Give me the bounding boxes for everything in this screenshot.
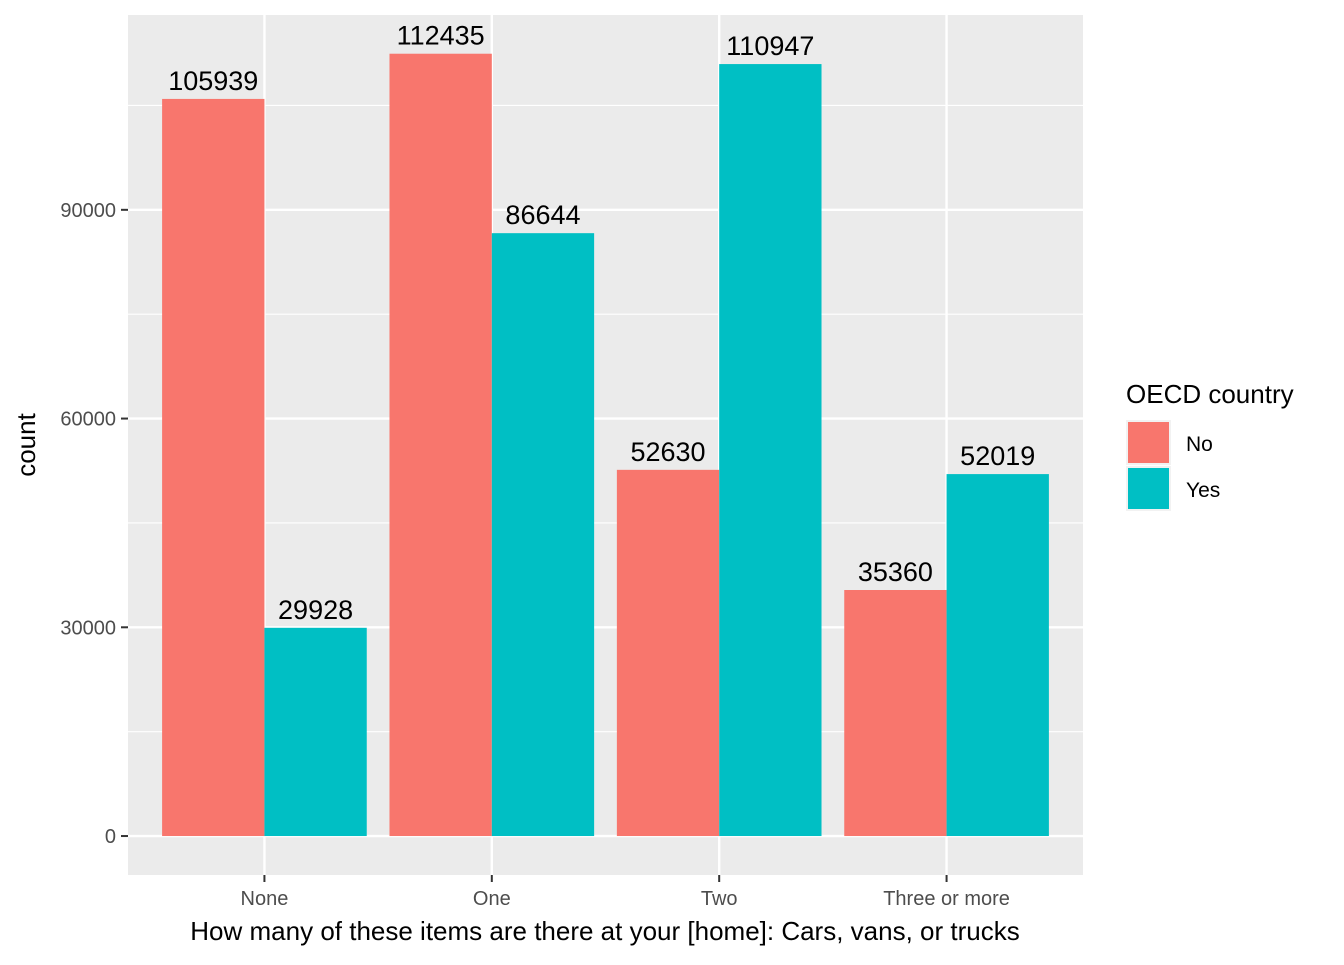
x-tick-label: None [241,888,289,910]
bar [389,53,492,837]
data-labels: 105939 112435 52630 35360 29928 86644 110947 52… [168,21,1035,625]
x-axis-title: How many of these items are there at you… [190,916,1019,946]
x-axis: None One Two Three or more [241,875,1010,910]
data-label: 110947 [726,31,814,61]
bar [264,627,367,837]
data-label: 86644 [505,200,580,230]
data-label: 29928 [278,595,353,625]
legend-swatch [1128,422,1169,463]
y-tick-label: 0 [105,826,116,848]
y-tick-label: 30000 [60,617,116,639]
bar [616,469,720,837]
bars [162,53,1049,837]
x-tick-label: Three or more [883,888,1010,910]
bar [719,64,822,837]
y-axis: 0 30000 60000 90000 [60,200,128,848]
data-label: 112435 [397,21,485,51]
y-tick-label: 60000 [60,409,116,431]
y-tick-label: 90000 [60,200,116,222]
data-label: 35360 [858,557,933,587]
legend-title: OECD country [1126,379,1294,409]
data-label: 52630 [630,437,705,467]
x-tick-label: Two [701,888,738,910]
y-axis-title: count [11,412,41,476]
legend-label: Yes [1186,479,1220,502]
data-label: 52019 [960,441,1035,471]
legend-swatch [1128,468,1169,509]
legend-items: No Yes [1126,420,1220,511]
legend-label: No [1186,433,1213,456]
bar [946,474,1049,837]
bar [844,590,947,837]
data-label: 105939 [168,66,258,96]
x-tick-label: One [473,888,511,910]
bar [162,98,265,837]
legend: OECD country No Yes [1126,379,1294,511]
bar [491,233,595,837]
